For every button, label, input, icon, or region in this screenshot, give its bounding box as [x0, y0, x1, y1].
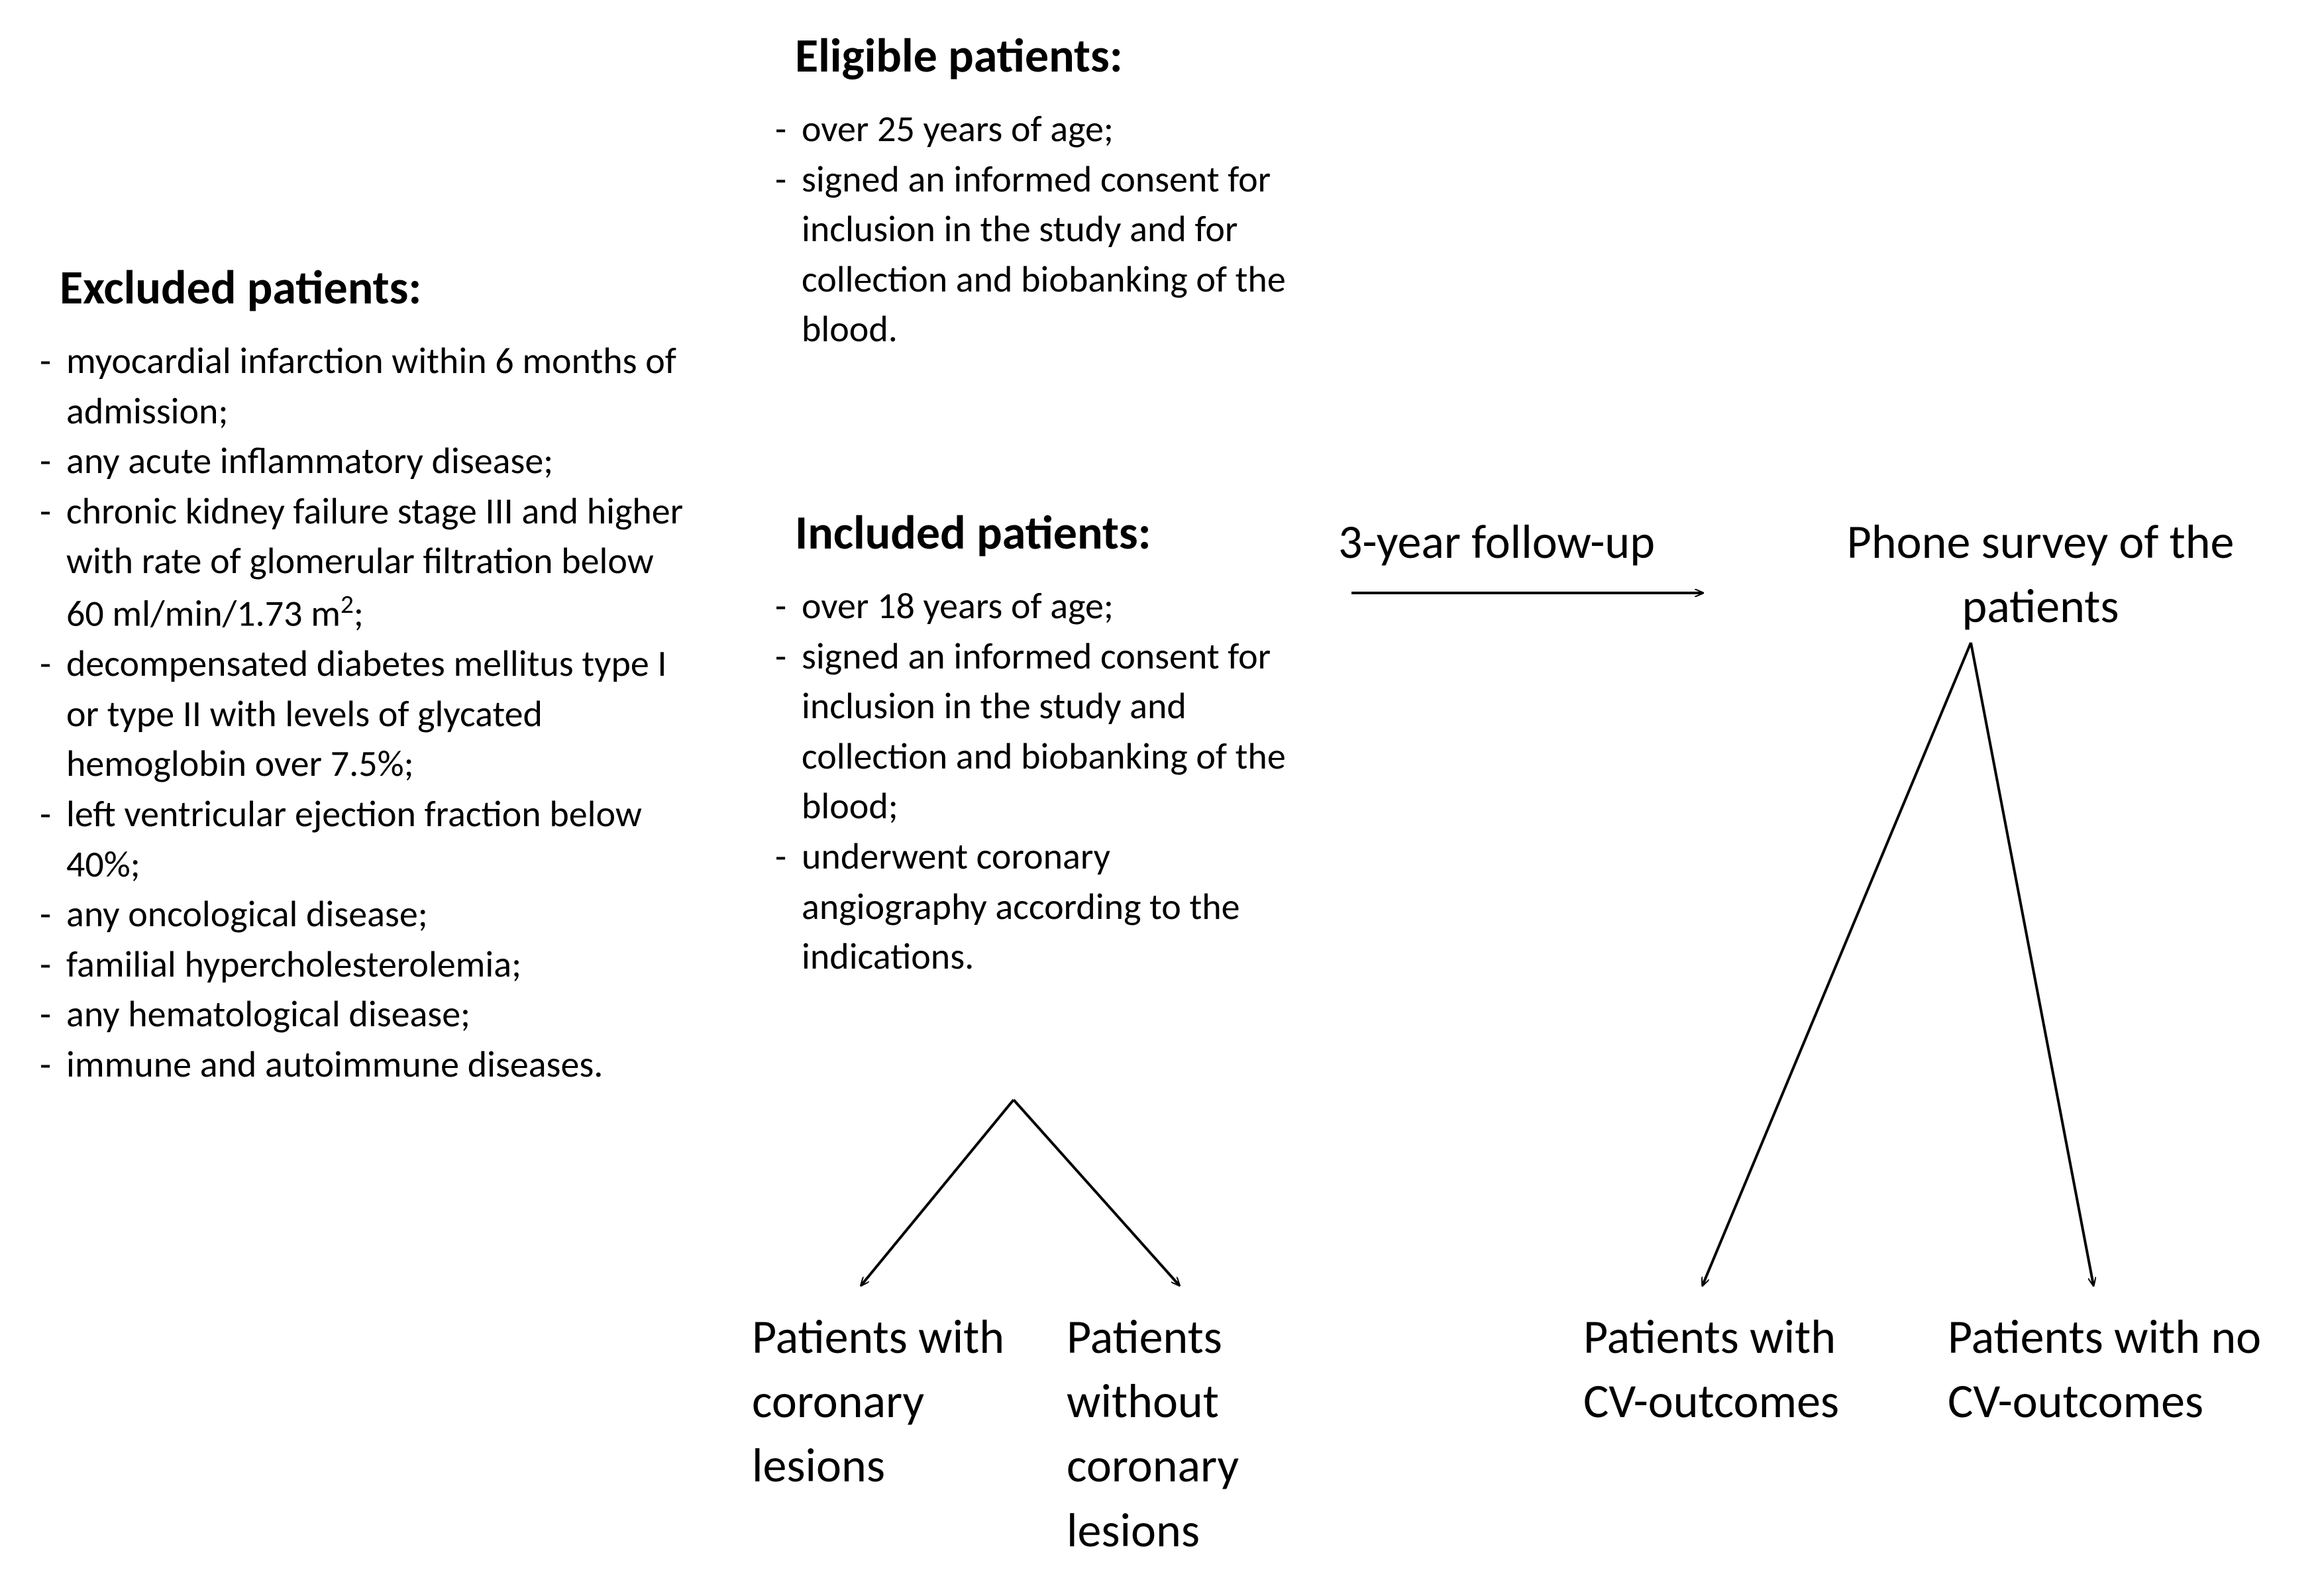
excluded-block: Excluded patients: myocardial infarction…	[40, 258, 696, 1091]
excluded-title: Excluded patients:	[40, 258, 696, 317]
eligible-block: Eligible patients: over 25 years of age;…	[775, 27, 1318, 355]
list-item: left ventricular ejection fraction below…	[40, 790, 696, 890]
included-list: over 18 years of age;signed an informed …	[775, 582, 1292, 983]
list-item: over 25 years of age;	[775, 105, 1318, 155]
no-cv-outcomes-label: Patients with no CV-outcomes	[1948, 1305, 2266, 1434]
included-fork-right	[1014, 1100, 1179, 1285]
list-item: chronic kidney failure stage III and hig…	[40, 487, 696, 639]
included-block: Included patients: over 18 years of age;…	[775, 504, 1292, 983]
excluded-list: myocardial infarction within 6 months of…	[40, 337, 696, 1091]
list-item: signed an informed consent for inclusion…	[775, 155, 1318, 355]
list-item: over 18 years of age;	[775, 582, 1292, 632]
with-lesions-label: Patients with coronary lesions	[752, 1305, 1030, 1499]
list-item: signed an informed consent for inclusion…	[775, 632, 1292, 832]
eligible-list: over 25 years of age;signed an informed …	[775, 105, 1318, 355]
cv-outcomes-label: Patients with CV-outcomes	[1583, 1305, 1901, 1434]
list-item: any acute inflammatory disease;	[40, 437, 696, 487]
list-item: myocardial infarction within 6 months of…	[40, 337, 696, 437]
phone-survey-label: Phone survey of the patients	[1775, 510, 2305, 639]
list-item: underwent coronary angiography according…	[775, 832, 1292, 983]
eligible-title: Eligible patients:	[775, 27, 1318, 85]
followup-label: 3-year follow-up	[1338, 510, 1655, 574]
included-title: Included patients:	[775, 504, 1292, 562]
without-lesions-label: Patients without coronary lesions	[1067, 1305, 1358, 1563]
list-item: any oncological disease;	[40, 890, 696, 940]
included-fork-left	[861, 1100, 1014, 1285]
phone-fork-right	[1971, 643, 2093, 1285]
phone-fork-left	[1703, 643, 1971, 1285]
list-item: familial hypercholesterolemia;	[40, 940, 696, 990]
list-item: decompensated diabetes mellitus type I o…	[40, 639, 696, 790]
list-item: any hematological disease;	[40, 990, 696, 1040]
list-item: immune and autoimmune diseases.	[40, 1040, 696, 1091]
